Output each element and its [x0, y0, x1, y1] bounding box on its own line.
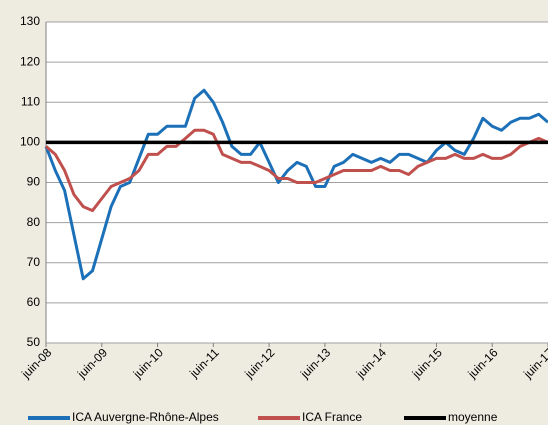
legend-label: ICA France [302, 410, 362, 424]
y-tick-label: 70 [27, 255, 41, 269]
y-tick-label: 100 [20, 135, 40, 149]
series-line [44, 88, 548, 281]
legend-label: ICA Auvergne-Rhône-Alpes [72, 410, 219, 424]
y-tick-label: 50 [27, 335, 41, 349]
y-tick-label: 130 [20, 14, 40, 28]
y-tick-label: 80 [27, 215, 41, 229]
y-tick-label: 90 [27, 175, 41, 189]
legend-label: moyenne [448, 410, 498, 424]
y-tick-label: 120 [20, 54, 40, 68]
y-tick-label: 110 [21, 94, 40, 108]
series-line [45, 128, 548, 213]
y-tick-label: 60 [27, 295, 41, 309]
